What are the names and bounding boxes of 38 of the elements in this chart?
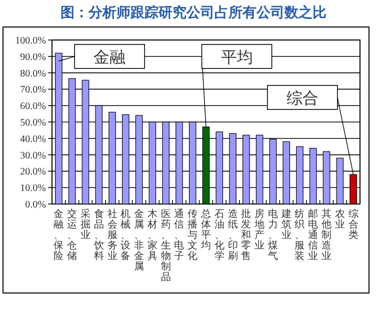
x-tick-label: 传播与文化 (188, 209, 198, 262)
x-tick-label: 房地产业 (254, 209, 265, 252)
x-tick-label: 金融、保险 (54, 209, 64, 262)
x-tick-label: 医药、生物制品 (160, 209, 171, 283)
x-tick-label: 综合类 (348, 209, 358, 241)
x-tick-label: 造纸、印刷 (228, 209, 238, 262)
y-tick-label: 0.0% (25, 200, 46, 210)
x-tick-label: 总体平均 (201, 209, 211, 252)
x-tick-label: 采掘业 (80, 209, 90, 241)
y-tick-label: 50.0% (20, 118, 46, 128)
annotation: 金融 (94, 47, 126, 66)
x-tick-label: 木材、家具 (147, 209, 158, 262)
y-tick-label: 60.0% (20, 101, 46, 112)
x-tick-label: 电力、煤气 (268, 209, 278, 262)
x-tick-label: 邮电通信业 (308, 209, 318, 262)
y-tick-label: 30.0% (20, 150, 46, 162)
x-tick-label: 农业 (334, 209, 345, 230)
x-tick-label: 纺织、服装 (294, 209, 305, 262)
annotation: 综合 (286, 88, 318, 108)
x-tick-label: 社会服务业 (107, 209, 118, 262)
y-tick-label: 100.0% (15, 36, 46, 46)
x-tick-label: 批发和零售 (241, 209, 252, 262)
x-tick-label: 金属、非金属 (134, 209, 144, 272)
x-tick-label: 石油、化学 (214, 209, 224, 262)
x-tick-label: 交运、仓储 (67, 209, 78, 262)
y-tick-label: 40.0% (20, 134, 46, 145)
y-tick-label: 20.0% (20, 166, 46, 178)
x-tick-label: 其他制造业 (322, 209, 332, 262)
y-tick-label: 10.0% (20, 183, 46, 194)
annotation: 平均 (220, 47, 253, 66)
title: 图：分析师跟踪研究公司占所有公司数之比 (60, 5, 326, 21)
y-tick-label: 80.0% (20, 68, 46, 80)
y-tick-label: 90.0% (20, 52, 46, 63)
x-tick-label: 机械、设备 (120, 209, 131, 262)
x-tick-label: 通信、电子 (174, 209, 184, 262)
x-tick-label: 建筑业 (281, 209, 292, 241)
x-tick-label: 食品、饮料 (94, 209, 104, 262)
y-tick-label: 70.0% (20, 84, 46, 96)
